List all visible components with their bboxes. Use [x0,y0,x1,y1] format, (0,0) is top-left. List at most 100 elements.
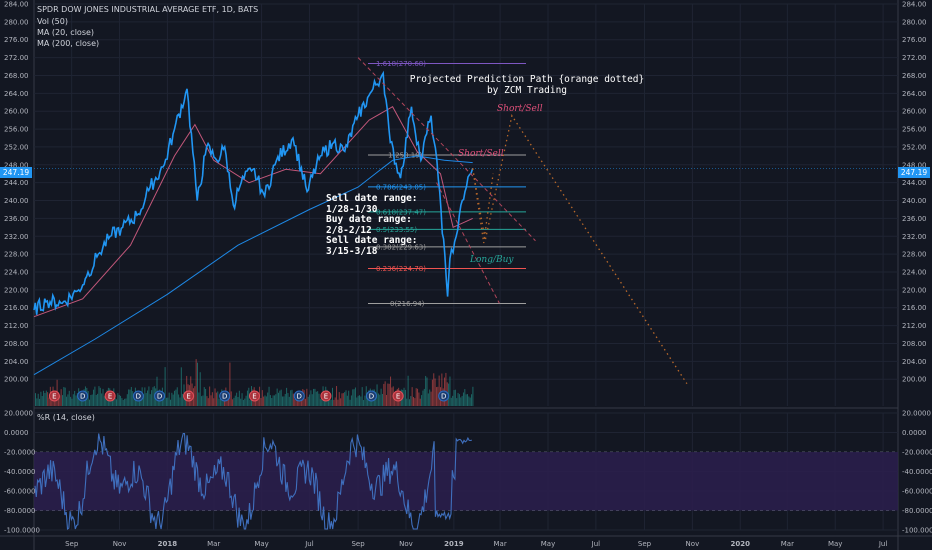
wr-tick-label-right: -40.0000 [902,468,932,476]
volume-bar [211,392,213,406]
volume-bar [346,395,348,406]
fib-level-label: 0.786(243.05) [376,183,426,191]
volume-bar [333,399,335,406]
volume-bar [209,386,211,406]
volume-bar [264,395,266,406]
volume-bar [321,396,323,406]
price-tick-label-right: 204.00 [902,358,927,366]
projection-path [472,114,688,385]
price-tick-label-right: 220.00 [902,286,927,294]
volume-bar [388,383,390,406]
volume-bar [201,396,203,406]
time-tick-label: Mar [781,540,794,548]
volume-bar [205,388,207,406]
volume-bar [464,389,466,406]
volume-bar [403,387,405,406]
volume-bar [408,399,410,406]
time-tick-label: May [541,540,555,548]
volume-bar [311,394,313,406]
volume-bar [229,362,231,406]
volume-bar [379,394,381,406]
event-marker-label: D [80,393,85,401]
volume-bar [168,392,170,406]
price-tick-label-left: 208.00 [4,340,29,348]
volume-bar [174,390,176,406]
volume-bar [62,395,63,406]
volume-bar [407,375,409,406]
price-line [33,70,474,315]
volume-bar [329,398,331,406]
volume-bar [305,398,306,406]
ma20-indicator-label[interactable]: MA (20, close) [37,28,95,37]
volume-bar [199,372,201,406]
price-tick-label-right: 284.00 [902,1,927,9]
volume-bar [39,398,41,406]
event-marker-label: E [396,393,400,401]
volume-bar [237,396,239,406]
volume-bar [292,393,294,406]
volume-bar [415,388,417,406]
volume-bar [165,397,167,406]
volume-bar [268,386,270,406]
volume-bar [286,387,288,406]
volume-bar [394,395,396,406]
last-price-tag-right: 247.19 [898,167,930,178]
price-tick-label-left: 260.00 [4,108,29,116]
wr-tick-label-right: 20.0000 [902,410,931,418]
volume-bar [360,396,362,406]
volume-indicator-label[interactable]: Vol (50) [37,17,68,26]
volume-bar [87,391,89,406]
price-tick-label-left: 236.00 [4,215,29,223]
time-tick-label: Nov [113,540,127,548]
volume-bar [421,395,423,406]
volume-bar [167,397,169,406]
time-tick-label: Mar [207,540,220,548]
volume-bar [471,394,473,406]
volume-bar [179,397,181,406]
dividend-marker [77,390,89,402]
event-marker-label: D [136,393,141,401]
volume-bar [43,390,45,406]
dividend-marker [365,390,377,402]
volume-bar [226,396,228,406]
volume-bar [48,397,50,406]
earnings-marker [48,390,60,402]
volume-bar [203,387,205,406]
trendline [357,57,536,242]
volume-bar [149,394,151,406]
volume-bar [426,377,428,406]
volume-bar [202,395,204,406]
time-tick-label: Sep [638,540,652,548]
volume-bar [359,395,360,406]
volume-bar [361,387,363,406]
volume-bar [213,398,215,406]
fib-level-label: 0(216.94) [390,300,425,308]
volume-bar [314,388,316,406]
short-sell-label: Short/Sell [497,104,543,114]
volume-bar [64,387,66,406]
volume-bar [319,398,321,406]
volume-bar [287,393,289,406]
volume-bar [435,387,437,406]
note-line: 3/15-3/18 [326,245,378,257]
trendline [436,182,500,304]
volume-bar [245,395,247,406]
volume-bar [228,399,230,406]
dividend-marker [293,390,305,402]
volume-bar [357,395,359,406]
volume-bar [215,392,217,406]
volume-bar [129,389,131,406]
ma200-indicator-label[interactable]: MA (200, close) [37,39,100,48]
volume-bar [164,367,166,406]
williams-r-label[interactable]: %R (14, close) [37,413,95,422]
volume-bar [411,387,413,406]
time-tick-label: 2020 [731,540,751,548]
volume-bar [120,395,122,406]
volume-bar [240,398,242,406]
volume-bar [144,387,146,406]
price-tick-label-left: 268.00 [4,72,29,80]
volume-bar [276,388,278,406]
volume-bar [68,390,70,406]
